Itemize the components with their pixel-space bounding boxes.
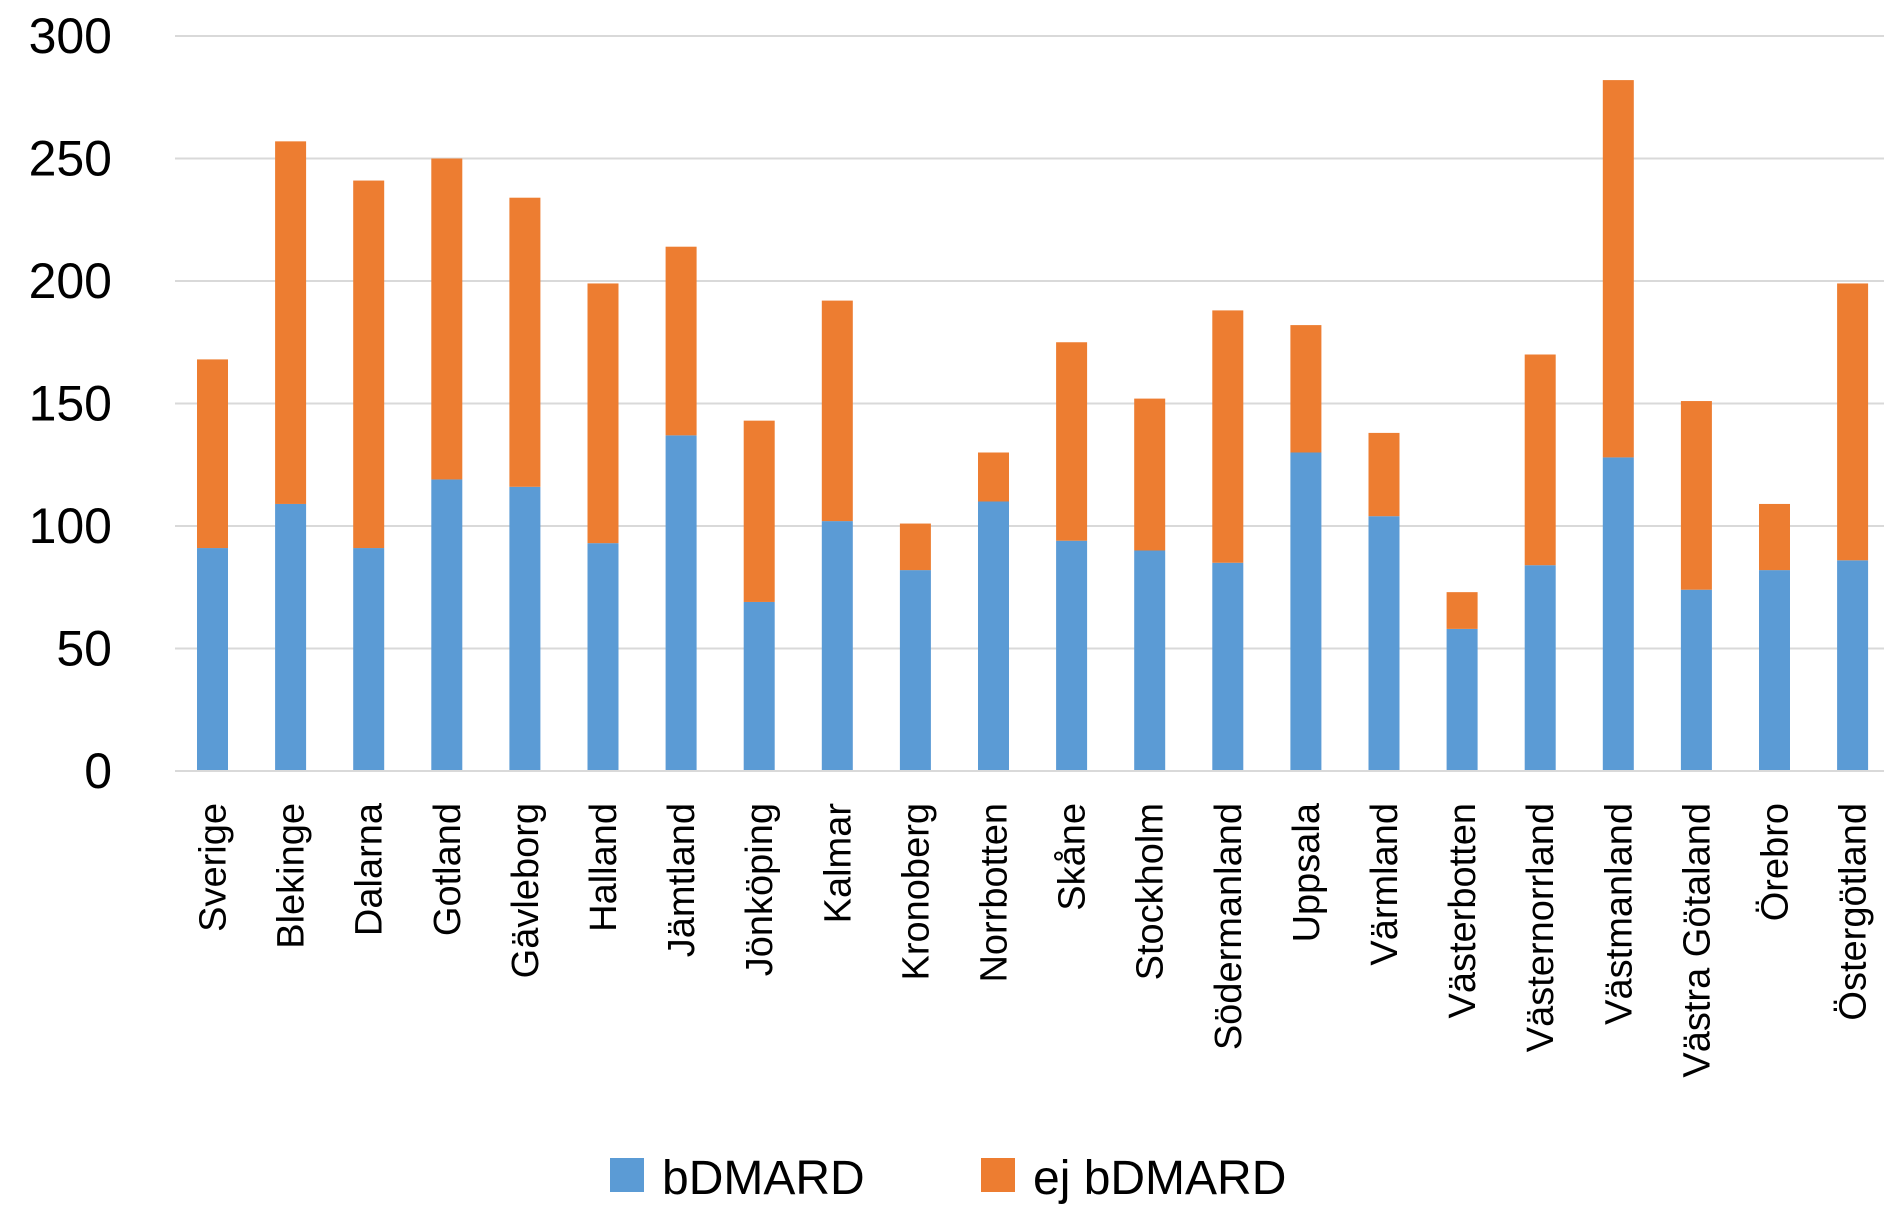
x-tick-label: Uppsala [1286, 802, 1328, 942]
bar-segment-bdmard [509, 486, 541, 771]
bar-segment-bdmard [587, 543, 619, 771]
x-tick-label: Norrbotten [974, 803, 1016, 983]
bar-segment-ej-bdmard [353, 180, 385, 549]
y-tick-label: 250 [29, 131, 112, 187]
bar-segment-bdmard [821, 521, 853, 771]
x-tick-label: Halland [583, 803, 625, 932]
bar-segment-ej-bdmard [1680, 401, 1712, 590]
legend-swatch [981, 1158, 1015, 1192]
x-tick-label: Västra Götaland [1676, 803, 1718, 1078]
x-tick-label: Östergötland [1833, 803, 1875, 1021]
bar-segment-ej-bdmard [1290, 325, 1322, 453]
x-tick-label: Örebro [1755, 803, 1797, 921]
bar-segment-ej-bdmard [1368, 432, 1400, 517]
bar-segment-ej-bdmard [431, 158, 463, 480]
bar-segment-ej-bdmard [1446, 592, 1478, 629]
bar-segment-ej-bdmard [665, 246, 697, 436]
bars [197, 80, 1869, 771]
bar-segment-ej-bdmard [587, 283, 619, 544]
bar-segment-bdmard [1837, 560, 1869, 771]
bar-segment-bdmard [1134, 550, 1166, 771]
x-tick-label: Södermanland [1208, 803, 1250, 1050]
x-tick-label: Sverige [193, 803, 235, 932]
bar-segment-ej-bdmard [1134, 398, 1166, 551]
bar-segment-bdmard [275, 503, 307, 771]
x-tick-label: Västernorrland [1520, 803, 1562, 1052]
bar-segment-bdmard [978, 501, 1009, 771]
bar-segment-bdmard [1680, 589, 1712, 771]
x-tick-label: Västerbotten [1442, 803, 1484, 1018]
bar-segment-bdmard [1446, 628, 1478, 771]
bar-segment-ej-bdmard [899, 523, 931, 571]
legend: bDMARD ej bDMARD [610, 1152, 1286, 1205]
bar-segment-bdmard [743, 601, 775, 771]
bar-segment-bdmard [1212, 562, 1244, 771]
x-tick-label: Kalmar [817, 803, 859, 924]
bar-segment-bdmard [899, 570, 931, 771]
y-tick-label: 100 [29, 498, 112, 554]
bar-segment-bdmard [1759, 570, 1790, 771]
x-tick-label: Dalarna [349, 802, 391, 936]
y-axis-ticks: 0 50 100 150 200 250 300 [29, 8, 112, 799]
x-tick-label: Gotland [427, 803, 469, 936]
x-tick-label: Jönköping [739, 803, 781, 976]
bar-segment-bdmard [1368, 516, 1400, 771]
x-tick-label: Jämtland [661, 803, 703, 957]
bar-segment-ej-bdmard [821, 300, 853, 522]
legend-swatch [610, 1158, 644, 1192]
bar-segment-ej-bdmard [1524, 354, 1556, 566]
legend-label: ej bDMARD [1033, 1152, 1286, 1205]
bar-segment-bdmard [197, 548, 228, 771]
y-tick-label: 300 [29, 8, 112, 64]
x-axis-ticks: Sverige Blekinge Dalarna Gotland Gävleborg Ha… [193, 802, 1875, 1077]
x-tick-label: Stockholm [1130, 803, 1172, 980]
x-tick-label: Skåne [1052, 803, 1094, 911]
bar-segment-bdmard [1290, 452, 1322, 771]
bar-segment-bdmard [431, 479, 463, 771]
x-tick-label: Värmland [1364, 803, 1406, 966]
bar-segment-bdmard [1602, 457, 1634, 771]
bar-segment-ej-bdmard [1212, 310, 1244, 563]
bar-segment-ej-bdmard [197, 359, 228, 549]
y-tick-label: 0 [84, 743, 112, 799]
bar-segment-ej-bdmard [978, 452, 1009, 502]
bar-segment-ej-bdmard [1056, 342, 1088, 541]
bar-segment-bdmard [665, 435, 697, 771]
x-tick-label: Blekinge [271, 803, 313, 949]
x-tick-label: Kronoberg [895, 803, 937, 980]
legend-label: bDMARD [662, 1152, 865, 1205]
y-tick-label: 200 [29, 253, 112, 309]
bar-segment-bdmard [1056, 540, 1088, 771]
y-tick-label: 50 [56, 621, 112, 677]
bar-segment-bdmard [353, 548, 385, 771]
x-tick-label: Västmanland [1598, 803, 1640, 1025]
bar-segment-bdmard [1524, 565, 1556, 771]
bar-segment-ej-bdmard [275, 141, 307, 504]
x-tick-label: Gävleborg [505, 803, 547, 978]
bar-segment-ej-bdmard [1602, 80, 1634, 458]
bar-segment-ej-bdmard [1837, 283, 1869, 561]
y-tick-label: 150 [29, 376, 112, 432]
bar-segment-ej-bdmard [1759, 503, 1790, 571]
bar-segment-ej-bdmard [743, 420, 775, 602]
bar-segment-ej-bdmard [509, 197, 541, 487]
